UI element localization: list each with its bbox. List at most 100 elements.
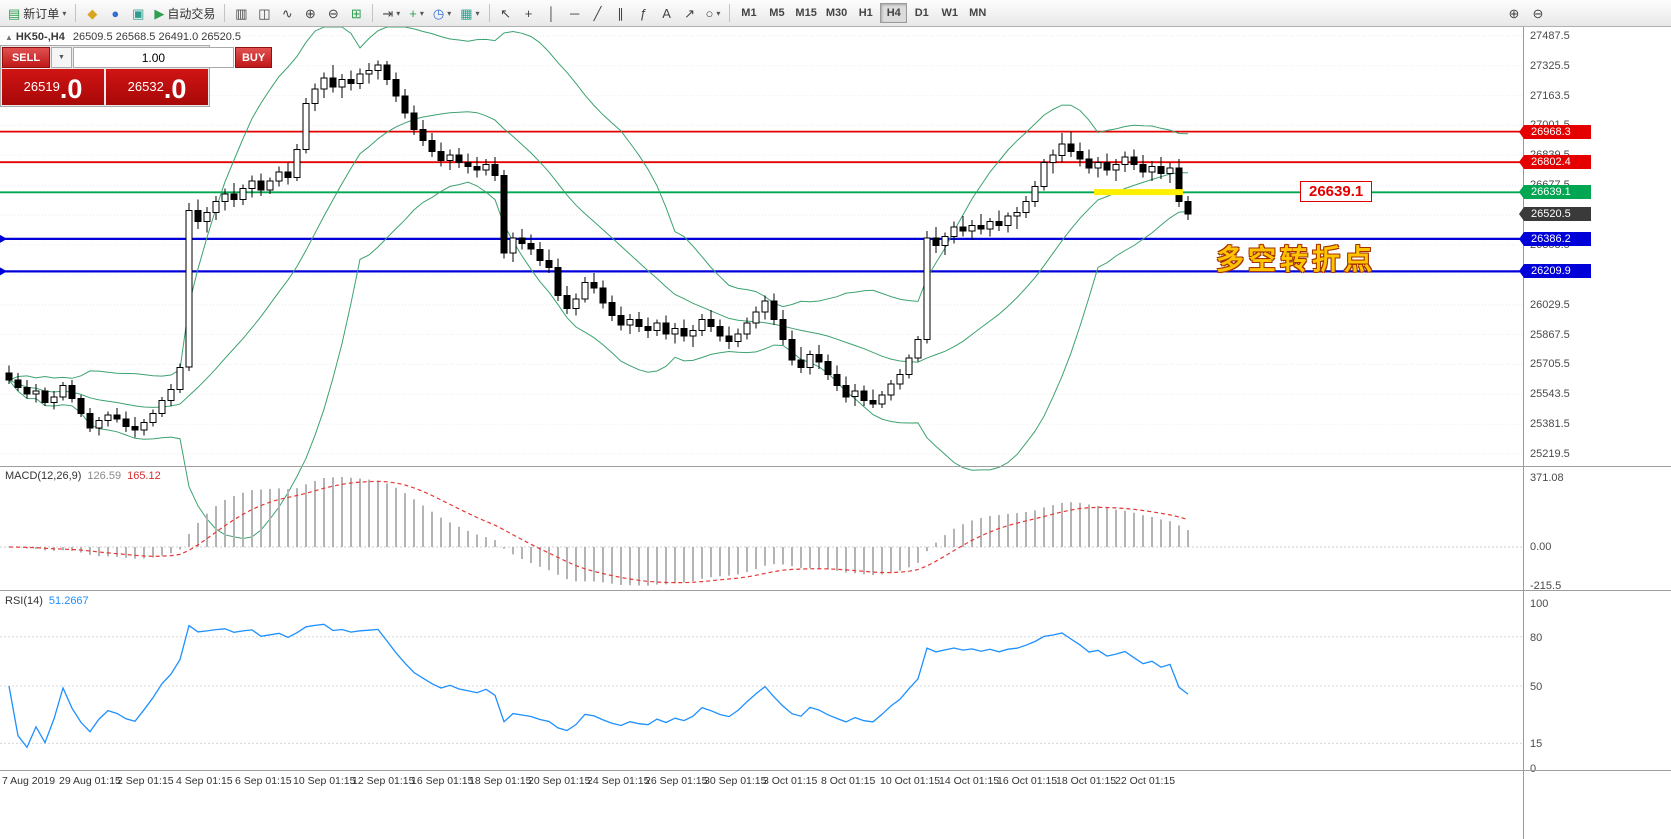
timeframe-button[interactable]: MN [964,3,991,23]
candle-body [392,79,400,97]
candle-body [1175,167,1183,202]
fibonacci-button[interactable]: ƒ [633,2,655,24]
candle-body [869,400,877,405]
candle-body [833,374,841,387]
shapes-button[interactable]: ○ ▾ [702,2,725,24]
vertical-line-icon: │ [547,5,556,21]
buy-price[interactable]: 26532.0 [106,69,208,105]
magnifier-minus-button[interactable]: ⊖ [1527,2,1549,24]
candle-body [482,163,490,171]
sell-price-int: 26519 [23,79,60,94]
candle-body [1112,163,1120,171]
crosshair-button[interactable]: + [518,2,540,24]
candle-body [779,318,787,341]
timeframe-button[interactable]: M5 [763,3,790,23]
timeframe-button[interactable]: M15 [791,3,820,23]
candle-body [986,221,994,230]
candle-body [752,311,760,324]
candles-chart-button[interactable]: ◫ [253,2,275,24]
order-type-dropdown-button[interactable]: ▼ [51,47,72,68]
vertical-line-button[interactable]: │ [541,2,563,24]
candle-body [950,226,958,237]
time-tick: 7 Aug 2019 [2,775,56,787]
horizontal-line-button[interactable]: ─ [564,2,586,24]
highlight-line[interactable] [1094,189,1183,196]
candle-body [293,149,301,178]
timeframe-button[interactable]: M30 [822,3,851,23]
toolbar: ▤ 新订单 ▾ ◆ ● ▣ ▶ 自动交易 ▥ ◫ ∿ ⊕ ⊖ ⊞ ⇥ ▾ + ▾… [0,0,1671,27]
time-tick: 22 Oct 01:15 [1115,775,1176,787]
pane-splitter[interactable] [0,590,1671,591]
trendline-button[interactable]: ╱ [587,2,609,24]
sell-button[interactable]: SELL [2,47,50,68]
arrows-button[interactable]: ↗ [679,2,701,24]
price-tick: 27487.5 [1530,29,1570,42]
auto-trading-button[interactable]: ▶ 自动交易 [150,2,219,24]
candle-body [653,322,661,331]
rsi-name: RSI(14) [5,595,43,607]
price-level-tag[interactable]: 26639.1 [1300,181,1373,202]
play-icon: ▶ [154,5,165,21]
candle-body [608,302,616,317]
magnifier-plus-button[interactable]: ⊕ [1503,2,1525,24]
rsi-scale-0: 0 [1530,763,1537,775]
sell-price[interactable]: 26519.0 [2,69,104,105]
add-indicator-button[interactable]: + ▾ [405,2,428,24]
bollinger-middle-line [8,111,1189,408]
market-watch-button[interactable]: ● [104,2,126,24]
time-tick: 29 Aug 01:15 [59,775,121,787]
time-tick: 10 Sep 01:15 [293,775,356,787]
price-level-label: 26386.2 [1519,231,1591,246]
time-tick: 12 Sep 01:15 [352,775,415,787]
chevron-down-icon: ▾ [475,8,480,18]
candle-body [878,394,886,405]
volume-input[interactable] [72,47,234,68]
candle-body [122,418,130,427]
chevron-down-icon: ▾ [396,8,401,18]
templates-button[interactable]: ▦ ▾ [456,2,483,24]
periods-button[interactable]: ◷ ▾ [429,2,455,24]
candle-body [689,329,697,337]
rsi-scale-15: 15 [1530,738,1543,750]
market-watch-icon: ● [111,5,120,21]
time-tick: 3 Oct 01:15 [763,775,818,787]
timeframe-button[interactable]: M1 [735,3,762,23]
timeframe-button[interactable]: H1 [852,3,879,23]
timeframe-button[interactable]: H4 [880,3,908,23]
candle-body [797,359,805,368]
price-level-label: 26968.3 [1519,124,1591,139]
candle-body [149,412,157,424]
new-order-button[interactable]: ▤ 新订单 ▾ [4,2,70,24]
toolbar-separator [729,4,731,22]
line-chart-button[interactable]: ∿ [276,2,298,24]
navigator-button[interactable]: ▣ [127,2,149,24]
bars-chart-button[interactable]: ▥ [230,2,252,24]
buy-button[interactable]: BUY [234,47,273,68]
candle-body [1148,165,1156,173]
zoom-out-button[interactable]: ⊖ [322,2,344,24]
cursor-button[interactable]: ↖ [495,2,517,24]
candle-body [1013,211,1021,217]
tile-windows-button[interactable]: ⊞ [345,2,367,24]
candle-body [770,300,778,320]
candle-body [581,282,589,300]
time-tick: 6 Sep 01:15 [235,775,292,787]
text-button[interactable]: A [656,2,678,24]
pane-splitter[interactable] [0,466,1671,467]
timeframe-button[interactable]: D1 [908,3,935,23]
chart-plot[interactable] [0,0,1523,839]
price-axis[interactable]: 25219.5 25381.5 25543.5 25705.5 25867.5 26029… [1519,26,1671,839]
zoom-in-button[interactable]: ⊕ [299,2,321,24]
timeframe-button[interactable]: W1 [936,3,963,23]
pivot-note-text[interactable]: 多空转折点 [1216,244,1377,275]
candle-body [932,237,940,247]
auto-scroll-button[interactable]: ⇥ ▾ [378,2,404,24]
channel-icon: ∥ [617,5,624,21]
candle-body [158,400,166,414]
candle-body [995,221,1003,226]
candle-body [428,140,436,153]
buy-price-int: 26532 [127,79,164,94]
symbols-button[interactable]: ◆ [81,2,103,24]
channel-button[interactable]: ∥ [610,2,632,24]
